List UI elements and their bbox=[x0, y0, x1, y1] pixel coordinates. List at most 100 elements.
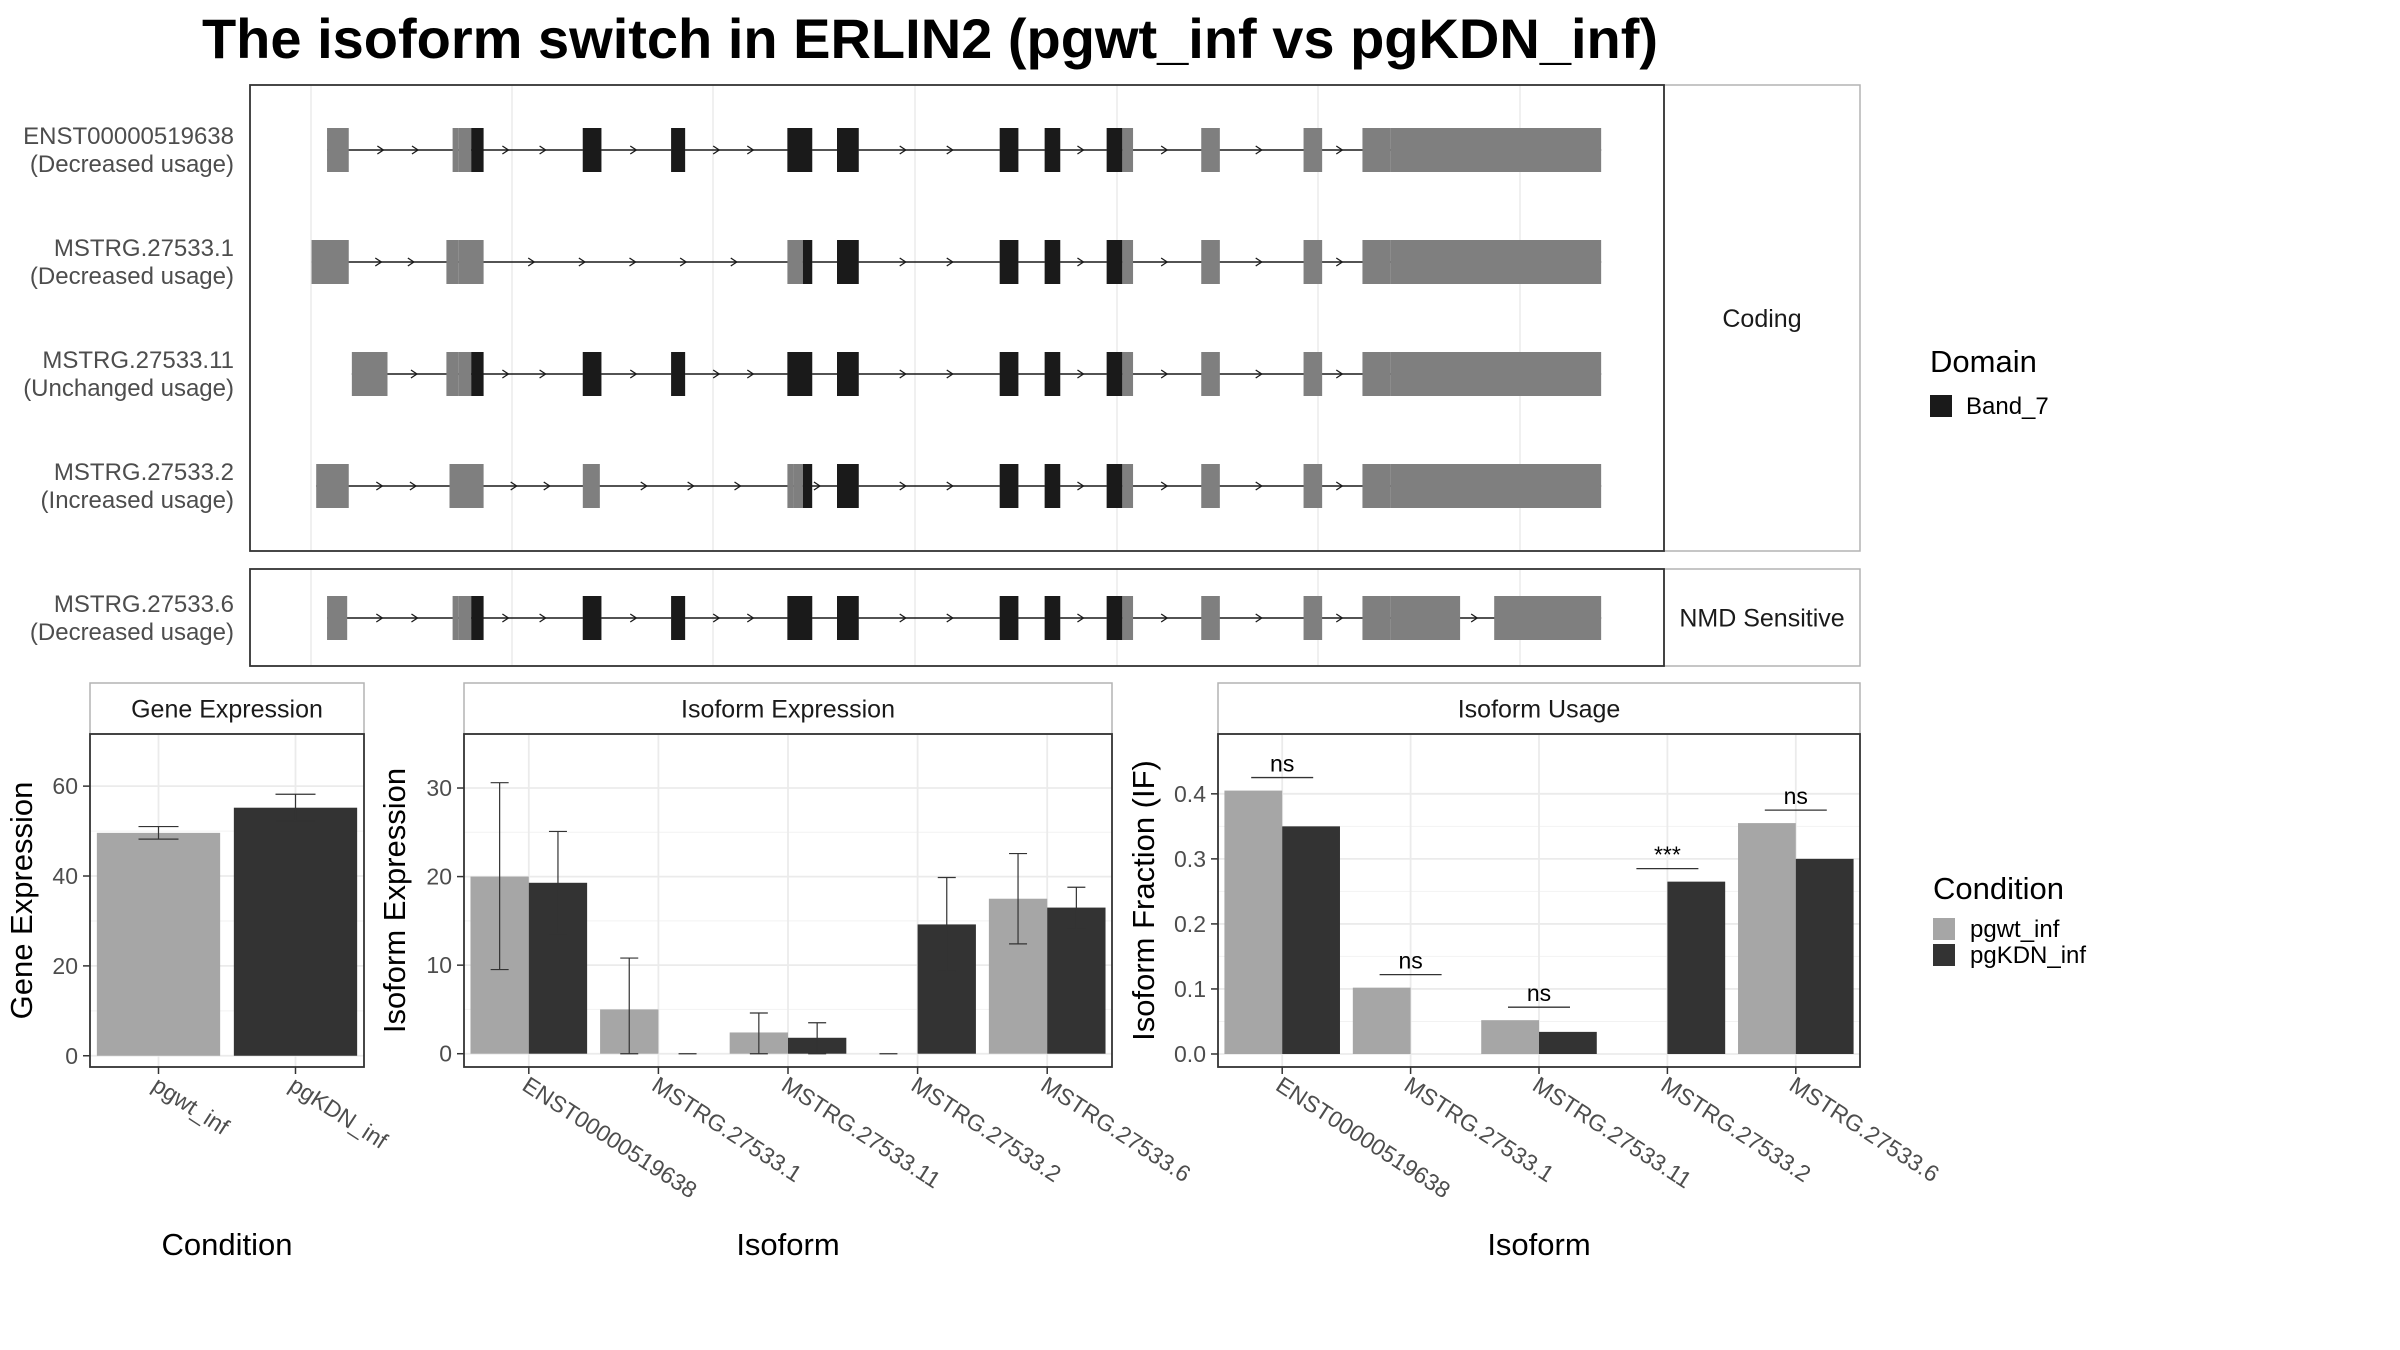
transcript-id-label: MSTRG.27533.1 bbox=[54, 235, 234, 262]
plot-border bbox=[89, 733, 365, 1068]
bar bbox=[1282, 826, 1340, 1054]
transcript-usage-label: (Decreased usage) bbox=[30, 619, 234, 646]
y-axis-title: Isoform Fraction (IF) bbox=[1126, 760, 1161, 1041]
x-tick-label: pgKDN_inf bbox=[285, 1071, 393, 1154]
significance-label: ns bbox=[1527, 980, 1551, 1006]
exon bbox=[458, 240, 484, 284]
y-tick-label: 0 bbox=[65, 1043, 78, 1069]
strand-arrow bbox=[946, 257, 954, 267]
strand-arrow bbox=[1470, 613, 1479, 623]
strand-arrow bbox=[375, 613, 384, 623]
panel-border bbox=[249, 84, 1665, 552]
facet-strip bbox=[1663, 84, 1861, 552]
bar bbox=[1667, 881, 1726, 1054]
figure-title: The isoform switch in ERLIN2 (pgwt_inf v… bbox=[202, 7, 1658, 70]
strand-arrow bbox=[946, 145, 954, 155]
exon bbox=[1362, 352, 1391, 396]
strand-arrow bbox=[712, 145, 721, 155]
error-bar bbox=[937, 876, 956, 972]
strand-arrow bbox=[578, 257, 587, 267]
facet-strip-label: NMD Sensitive bbox=[1679, 605, 1844, 633]
strand-arrow bbox=[629, 613, 638, 623]
exon bbox=[787, 240, 803, 284]
strand-arrow bbox=[679, 257, 688, 267]
strand-arrow bbox=[502, 369, 510, 379]
exon bbox=[449, 464, 484, 508]
strand-arrow bbox=[712, 369, 721, 379]
error-bar bbox=[138, 825, 179, 840]
transcript-usage-label: (Increased usage) bbox=[41, 487, 234, 514]
significance-label: ns bbox=[1784, 783, 1808, 809]
bar bbox=[1352, 987, 1411, 1054]
exon bbox=[458, 596, 472, 640]
bar bbox=[1047, 907, 1106, 1054]
exon bbox=[1122, 128, 1134, 172]
significance-label: ns bbox=[1270, 751, 1294, 777]
strand-arrow bbox=[1077, 613, 1085, 623]
transcript-track: MSTRG.27533.2(Increased usage) bbox=[41, 459, 1602, 514]
exon bbox=[316, 464, 349, 508]
domain-region bbox=[1044, 464, 1061, 508]
domain-region bbox=[999, 352, 1019, 396]
transcript-track: MSTRG.27533.6(Decreased usage) bbox=[30, 591, 1602, 646]
exon bbox=[1390, 596, 1461, 640]
domain-region bbox=[1106, 352, 1123, 396]
bar bbox=[1795, 858, 1854, 1054]
exon bbox=[1390, 352, 1602, 396]
exon bbox=[1201, 240, 1220, 284]
domain-region bbox=[582, 596, 602, 640]
strand-arrow bbox=[734, 481, 742, 491]
transcript-usage-label: (Decreased usage) bbox=[30, 263, 234, 290]
exon bbox=[793, 464, 803, 508]
exon bbox=[327, 128, 349, 172]
bar bbox=[1224, 790, 1283, 1054]
exon bbox=[787, 464, 794, 508]
error-bar bbox=[490, 782, 509, 971]
x-axis-title: Isoform bbox=[736, 1227, 839, 1262]
exon bbox=[446, 240, 459, 284]
exon bbox=[1303, 128, 1323, 172]
panel-border bbox=[249, 568, 1665, 667]
domain-region bbox=[582, 352, 602, 396]
chart-strip-label: Gene Expression bbox=[131, 696, 323, 724]
strand-arrow bbox=[946, 613, 954, 623]
exon bbox=[1362, 128, 1391, 172]
condition-legend-key bbox=[1933, 944, 1955, 966]
domain-region bbox=[802, 464, 813, 508]
y-tick-label: 60 bbox=[52, 773, 78, 799]
chart-strip bbox=[89, 682, 365, 735]
exon bbox=[1303, 464, 1323, 508]
y-axis-title: Isoform Expression bbox=[377, 768, 412, 1033]
domain-legend-key bbox=[1930, 395, 1952, 417]
domain-region bbox=[787, 352, 813, 396]
y-tick-label: 40 bbox=[52, 863, 78, 889]
strand-arrow bbox=[539, 145, 547, 155]
strand-arrow bbox=[629, 145, 638, 155]
condition-legend-key bbox=[1933, 918, 1955, 940]
exon bbox=[1122, 352, 1134, 396]
error-bar bbox=[749, 1012, 768, 1055]
strand-arrow bbox=[527, 257, 536, 267]
bar bbox=[1539, 1031, 1597, 1054]
transcript-id-label: MSTRG.27533.6 bbox=[54, 591, 234, 618]
strand-arrow bbox=[1077, 481, 1085, 491]
strand-arrow bbox=[1255, 613, 1263, 623]
domain-region bbox=[471, 128, 484, 172]
transcript-usage-label: (Unchanged usage) bbox=[23, 375, 234, 402]
strand-arrow bbox=[687, 481, 695, 491]
exon bbox=[458, 128, 472, 172]
strand-arrow bbox=[1255, 257, 1263, 267]
domain-region bbox=[1106, 240, 1123, 284]
strand-arrow bbox=[1160, 145, 1169, 155]
domain-region bbox=[1044, 240, 1061, 284]
chart-strip-label: Isoform Expression bbox=[681, 696, 895, 724]
exon bbox=[582, 464, 600, 508]
strand-arrow bbox=[502, 613, 510, 623]
strand-arrow bbox=[377, 145, 385, 155]
strand-arrow bbox=[813, 481, 822, 491]
domain-region bbox=[1106, 128, 1123, 172]
exon bbox=[351, 352, 388, 396]
strand-arrow bbox=[746, 145, 755, 155]
